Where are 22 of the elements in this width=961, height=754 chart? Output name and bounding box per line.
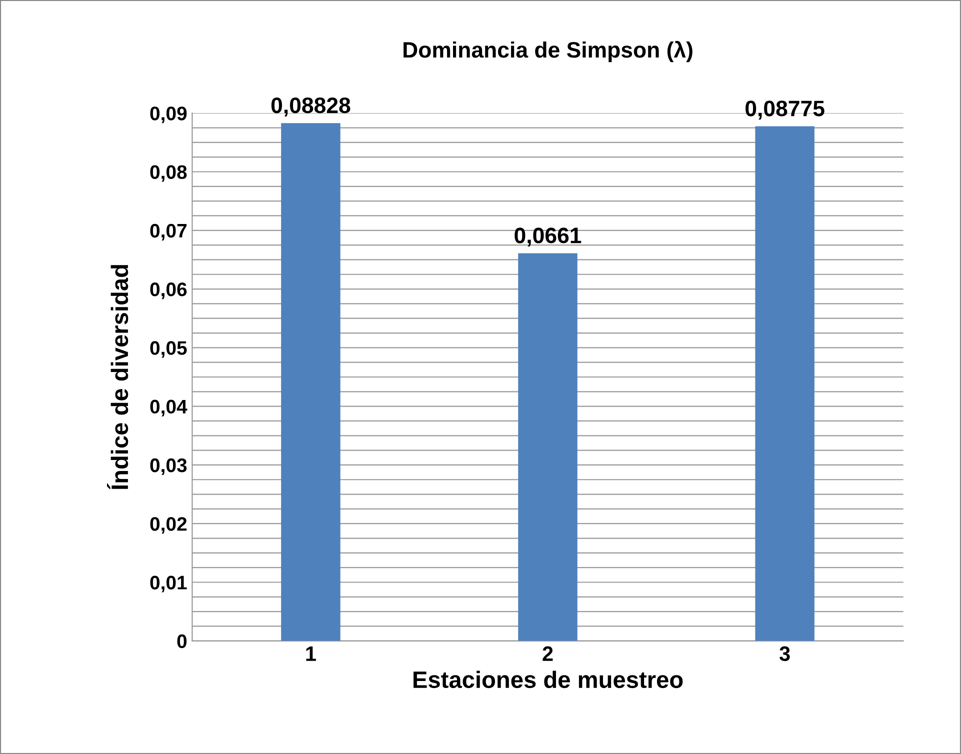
bar: [281, 123, 340, 641]
bar: [518, 253, 578, 641]
y-tick-label: 0: [177, 634, 187, 648]
bar: [755, 126, 814, 641]
data-label: 0,08828: [271, 98, 350, 116]
y-tick-label: 0,09: [150, 106, 187, 124]
y-tick-label: 0,08: [150, 165, 187, 182]
y-axis-title: Índice de diversidad: [107, 265, 128, 490]
y-tick-label: 0,04: [150, 400, 188, 416]
chart-title: Dominancia de Simpson (λ): [404, 40, 692, 62]
y-tick-label: 0,01: [150, 576, 187, 592]
x-tick-label: 1: [306, 646, 316, 661]
y-tick-label: 0,07: [150, 224, 186, 240]
x-axis-title: Estaciones de muestreo: [414, 670, 683, 688]
y-tick-label: 0,02: [150, 517, 187, 534]
y-tick-label: 0,06: [150, 282, 187, 300]
data-label: 0,08775: [746, 100, 824, 120]
x-tick-label: 2: [542, 646, 553, 661]
x-tick-label: 3: [780, 646, 790, 662]
y-tick-label: 0,03: [150, 458, 187, 476]
data-label: 0,0661: [514, 228, 582, 247]
y-tick-label: 0,05: [150, 341, 187, 358]
